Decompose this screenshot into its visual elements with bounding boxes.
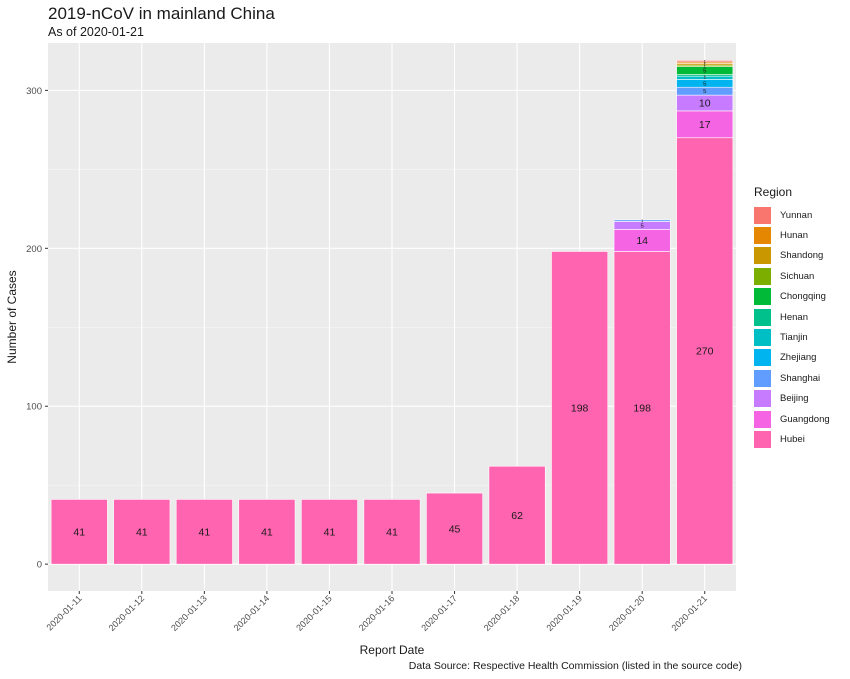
- y-tick-label: 100: [26, 402, 42, 413]
- legend-title: Region: [754, 185, 793, 199]
- legend-key: [754, 267, 771, 285]
- legend-key: [754, 308, 771, 326]
- legend-label: Shanghai: [780, 372, 821, 384]
- legend-key: [754, 329, 771, 347]
- y-tick-label: 200: [26, 244, 42, 255]
- legend-label: Chongqing: [780, 291, 826, 303]
- bar-data-label: 1: [704, 60, 707, 65]
- x-tick-label: 2020-01-21: [670, 593, 710, 633]
- bar-data-label: 2: [704, 75, 707, 80]
- x-tick-label: 2020-01-17: [419, 593, 459, 633]
- legend-item: Sichuan: [754, 266, 830, 286]
- legend-label: Hubei: [780, 433, 805, 445]
- bar-data-label: 45: [449, 523, 461, 535]
- chart-title: 2019-nCoV in mainland China: [48, 4, 275, 23]
- legend-key: [754, 288, 771, 306]
- x-tick-label: 2020-01-16: [357, 593, 397, 633]
- bar-segment: [613, 251, 671, 565]
- legend-items: Yunnan Hunan Shandong Sichuan Chongqing Henan…: [754, 205, 830, 450]
- y-tick-label: 0: [37, 560, 42, 571]
- bar-data-label: 41: [324, 526, 336, 538]
- bar-data-label: 17: [699, 119, 711, 131]
- legend-key: [754, 390, 771, 408]
- bar-segment: [363, 499, 421, 565]
- x-tick-label: 2020-01-14: [232, 593, 272, 633]
- y-axis-title: Number of Cases: [5, 270, 19, 363]
- legend-key: [754, 349, 771, 367]
- bar-segment: [50, 499, 108, 565]
- x-tick-label: 2020-01-13: [169, 593, 209, 633]
- data-source-caption: Data Source: Respective Health Commissio…: [408, 660, 742, 672]
- legend-label: Beijing: [780, 393, 809, 405]
- bar-segment: [426, 492, 483, 565]
- bar-data-label: 1: [704, 73, 707, 78]
- bar-data-label: 41: [261, 526, 273, 538]
- bar-segment: [113, 499, 171, 565]
- legend-item: Yunnan: [754, 205, 830, 225]
- bar-data-label: 41: [136, 526, 148, 538]
- legend-item: Zhejiang: [754, 348, 830, 368]
- legend-key: [754, 227, 771, 245]
- bar-segment: [238, 499, 296, 565]
- legend-item: Beijing: [754, 389, 830, 409]
- x-tick-label: 2020-01-18: [482, 593, 522, 633]
- legend: Region Yunnan Hunan Shandong Sichuan Chongqi…: [754, 185, 830, 450]
- bar-data-label: 5: [641, 223, 645, 229]
- bar-data-label: 10: [699, 98, 711, 110]
- bar-data-label: 198: [633, 402, 651, 414]
- bar-segment: [676, 110, 734, 139]
- bar-data-label: 1: [704, 62, 707, 67]
- legend-label: Henan: [780, 311, 808, 323]
- x-axis-title: Report Date: [360, 643, 425, 657]
- legend-label: Tianjin: [780, 332, 808, 344]
- legend-key: [754, 369, 771, 387]
- legend-item: Shanghai: [754, 368, 830, 388]
- legend-label: Sichuan: [780, 270, 815, 282]
- legend-label: Yunnan: [780, 209, 813, 221]
- legend-key: [754, 247, 771, 265]
- bar-segment: [676, 137, 734, 565]
- bar-data-label: 1: [641, 218, 644, 223]
- bar-data-label: 5: [703, 69, 707, 75]
- legend-key: [754, 430, 771, 448]
- bar-data-label: 5: [703, 81, 707, 87]
- legend-key: [754, 206, 771, 224]
- x-tick-label: 2020-01-20: [607, 593, 647, 633]
- y-tick-label: 300: [26, 86, 42, 97]
- bar-data-label: 270: [696, 346, 714, 358]
- legend-label: Zhejiang: [780, 352, 817, 364]
- bar-data-label: 62: [511, 510, 523, 522]
- legend-item: Hunan: [754, 225, 830, 245]
- bar-segment: [676, 60, 734, 63]
- bar-data-label: 14: [636, 235, 648, 247]
- bar-data-label: 5: [703, 89, 707, 95]
- legend-item: Chongqing: [754, 287, 830, 307]
- x-tick-label: 2020-01-19: [544, 593, 584, 633]
- legend-label: Guangdong: [780, 413, 830, 425]
- legend-item: Henan: [754, 307, 830, 327]
- bar-segment: [488, 465, 546, 565]
- legend-key: [754, 410, 771, 428]
- bar-segment: [301, 499, 358, 565]
- legend-item: Hubei: [754, 429, 830, 449]
- bar-segment: [551, 251, 609, 565]
- legend-item: Guangdong: [754, 409, 830, 429]
- x-tick-label: 2020-01-12: [107, 593, 147, 633]
- legend-label: Hunan: [780, 230, 808, 242]
- legend-item: Shandong: [754, 246, 830, 266]
- legend-label: Shandong: [780, 250, 824, 262]
- chart-subtitle: As of 2020-01-21: [48, 25, 144, 39]
- bar-data-label: 41: [73, 526, 85, 538]
- bar-segment: [613, 219, 671, 222]
- x-tick-label: 2020-01-11: [45, 593, 84, 632]
- bar-segment: [175, 499, 233, 565]
- bar-data-label: 41: [199, 526, 211, 538]
- bar-data-label: 1: [704, 63, 707, 68]
- bar-data-label: 1: [704, 59, 707, 64]
- bar-data-label: 198: [571, 402, 589, 414]
- bar-data-label: 41: [386, 526, 398, 538]
- x-tick-label: 2020-01-15: [294, 593, 334, 633]
- legend-item: Tianjin: [754, 327, 830, 347]
